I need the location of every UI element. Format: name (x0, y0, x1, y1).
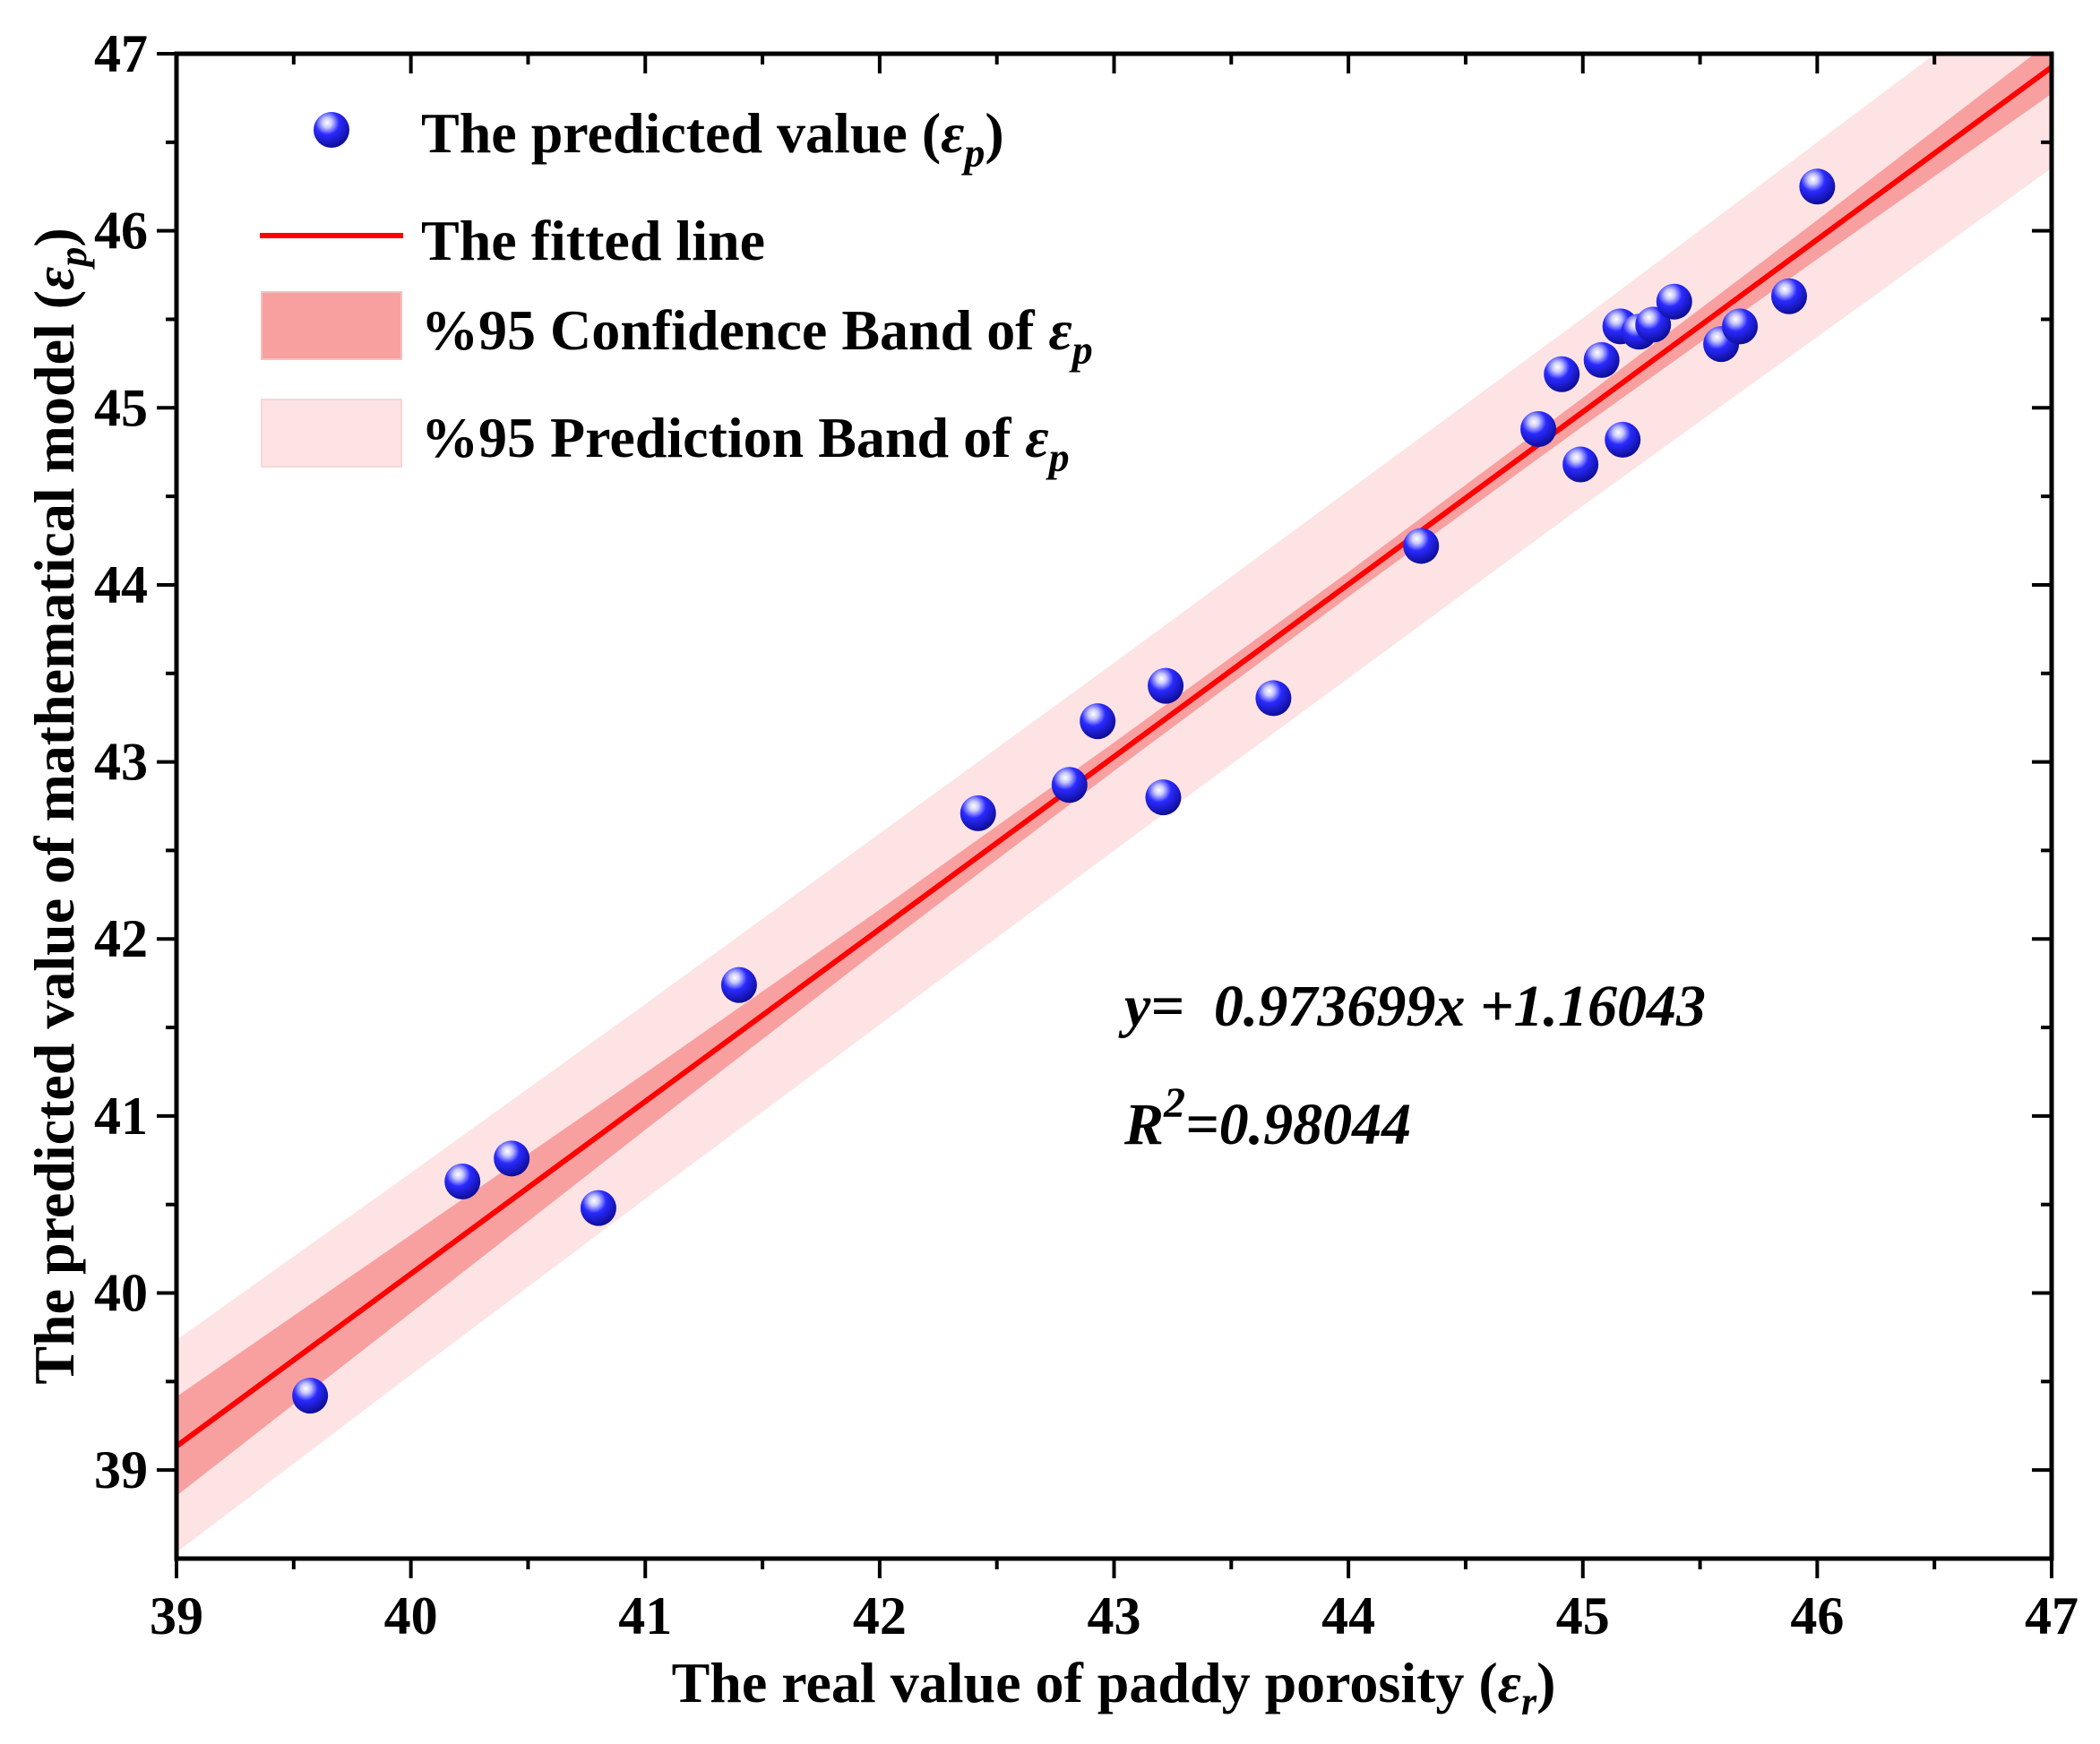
data-point-11 (1255, 680, 1292, 717)
data-point-10 (1148, 667, 1184, 704)
y-axis-title: The predicted value of mathematical mode… (22, 228, 95, 1384)
data-point-16 (1583, 341, 1620, 378)
legend-label-confidence-band: %95 Confidence Band of εp (421, 298, 1093, 373)
data-point-12 (1403, 528, 1440, 564)
legend-sphere-icon (314, 112, 349, 148)
legend-item-confidence-band: %95 Confidence Band of εp (261, 291, 1093, 373)
legend-item-prediction-band: %95 Prediction Band of εp (261, 399, 1070, 480)
y-tick-label: 46 (94, 202, 148, 261)
data-point-1 (292, 1378, 329, 1414)
data-point-21 (1656, 283, 1692, 320)
data-point-20 (1635, 306, 1672, 343)
legend-item-fitted-line: The fitted line (260, 209, 765, 272)
data-point-23 (1722, 308, 1759, 345)
x-tick-label: 47 (2025, 1586, 2078, 1645)
x-tick-label: 46 (1790, 1586, 1844, 1645)
y-tick-label: 44 (94, 555, 148, 614)
prediction-band (176, 54, 2052, 1553)
data-point-8 (1080, 703, 1116, 740)
data-point-13 (1520, 411, 1557, 448)
regression-equation: y= 0.973699x +1.16043 (1118, 974, 1706, 1039)
x-tick-label: 43 (1088, 1586, 1141, 1645)
y-tick-label: 39 (94, 1440, 148, 1499)
y-tick-label: 40 (94, 1264, 148, 1323)
legend-item-predicted: The predicted value (εp) (314, 101, 1004, 176)
data-point-7 (1051, 767, 1088, 803)
x-tick-label: 40 (384, 1586, 438, 1645)
data-point-24 (1770, 278, 1807, 314)
data-point-3 (494, 1140, 530, 1177)
r-squared-value: R2=0.98044 (1123, 1079, 1411, 1157)
x-tick-label: 39 (150, 1586, 203, 1645)
y-tick-label: 43 (94, 733, 148, 792)
legend-label-prediction-band: %95 Prediction Band of εp (421, 406, 1070, 480)
legend: The predicted value (εp) The fitted line… (260, 101, 1093, 480)
y-tick-label: 45 (94, 378, 148, 437)
data-point-25 (1799, 168, 1836, 205)
data-point-2 (444, 1164, 481, 1200)
data-point-18 (1605, 421, 1641, 458)
y-tick-label: 41 (94, 1087, 148, 1146)
data-point-15 (1562, 446, 1599, 483)
x-tick-label: 44 (1321, 1586, 1375, 1645)
y-tick-label: 47 (94, 24, 148, 83)
x-tick-label: 45 (1556, 1586, 1610, 1645)
data-point-4 (580, 1190, 616, 1226)
data-point-14 (1544, 356, 1580, 392)
x-tick-label: 41 (618, 1586, 672, 1645)
legend-prediction-swatch (261, 399, 402, 468)
data-point-5 (720, 967, 757, 1003)
data-point-6 (960, 795, 996, 831)
legend-confidence-swatch (261, 291, 402, 360)
y-tick-label: 42 (94, 909, 148, 968)
fitted-line (176, 64, 2052, 1448)
x-axis-title: The real value of paddy porosity (εr) (672, 1651, 1556, 1723)
legend-label-predicted: The predicted value (εp) (421, 101, 1004, 176)
axis-ticks: 39 40 41 42 43 44 45 46 47 39 40 41 42 43 44 45 46 47 (94, 24, 2078, 1645)
data-point-9 (1145, 779, 1182, 816)
data-points (292, 168, 1836, 1414)
legend-label-fitted-line: The fitted line (421, 209, 765, 272)
x-tick-label: 42 (853, 1586, 907, 1645)
